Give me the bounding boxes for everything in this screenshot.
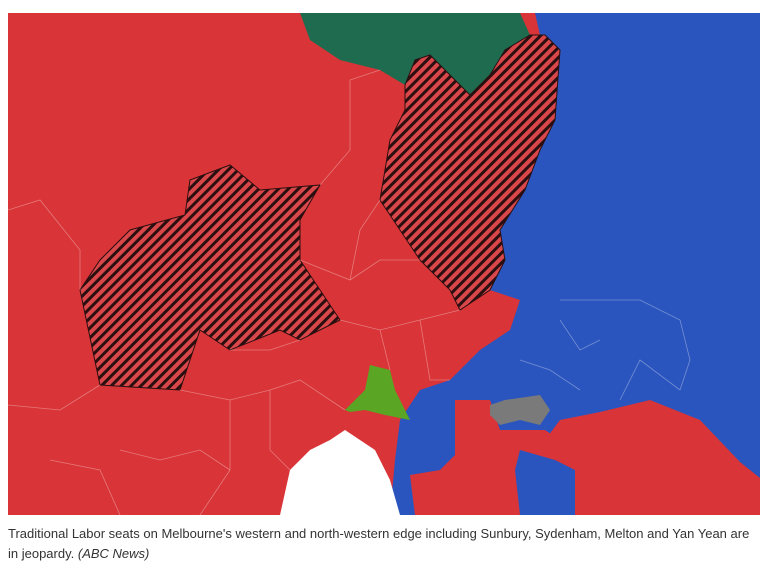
liberal-region	[390, 13, 760, 515]
map-regions	[8, 13, 760, 515]
boundaries	[8, 69, 691, 515]
caption: Traditional Labor seats on Melbourne's w…	[8, 524, 760, 564]
at-risk-region	[79, 164, 341, 391]
bay	[280, 430, 400, 515]
labor-region	[440, 400, 560, 515]
national-region	[300, 13, 530, 95]
independent-region	[490, 395, 550, 425]
caption-text: Traditional Labor seats on Melbourne's w…	[8, 526, 750, 561]
map	[8, 13, 760, 515]
caption-credit: (ABC News)	[77, 546, 150, 561]
at-risk-region	[379, 34, 561, 311]
labor-region	[545, 400, 760, 515]
greens-region	[345, 365, 410, 420]
labor-region	[410, 470, 440, 515]
